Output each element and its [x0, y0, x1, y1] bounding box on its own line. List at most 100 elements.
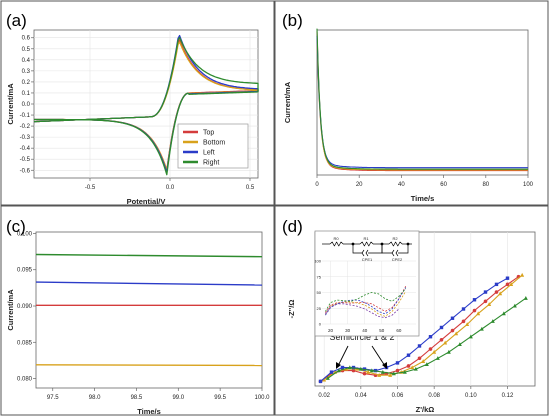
inset-line-top [325, 286, 407, 313]
y-tick-label: 0.4 [22, 58, 31, 64]
inset-x-tick-label: 50 [379, 328, 385, 333]
nyquist-point-bottom [520, 272, 525, 277]
panel-b-label: (b) [282, 11, 303, 30]
nyquist-point-right [457, 342, 462, 347]
circuit-label-r0: R0 [333, 236, 339, 241]
panel-c-label: (c) [6, 217, 26, 236]
chart-a: -0.5 0.0 0.5 -0.6 -0.5 -0.4 -0.3 -0.2 -0.1 0.0 0.1… [6, 29, 259, 206]
nyquist-point-bottom [322, 377, 327, 382]
nyquist-point-right [435, 356, 440, 360]
nyquist-point-right [501, 311, 506, 316]
plot-area [35, 231, 263, 389]
nyquist-point-top [406, 364, 411, 368]
y-tick-label: 0.085 [17, 340, 33, 346]
y-tick-label: -0.5 [20, 157, 31, 163]
circuit-cpe1 [361, 249, 365, 257]
x-tick-label: 60 [440, 182, 447, 188]
y-tick-label: 0.6 [22, 36, 31, 42]
x-tick-label: 0.08 [428, 393, 440, 399]
inset-x-tick-label: 40 [362, 328, 368, 333]
nyquist-point-left [494, 282, 499, 287]
nyquist-point-left [472, 298, 477, 302]
nyquist-point-top [428, 347, 433, 351]
circuit-cpe1-b [365, 249, 369, 257]
nyquist-point-bottom [366, 369, 371, 374]
circuit-wire [398, 244, 409, 254]
annotation-arrowhead-2 [382, 362, 387, 369]
current-line-right [35, 253, 263, 258]
y-axis-label: Current/mA [6, 83, 15, 125]
legend-label: Right [203, 160, 219, 167]
inset-line-extra [325, 303, 400, 319]
x-tick-label: 0.02 [318, 393, 330, 399]
x-tick-label: 0.0 [166, 185, 175, 191]
equivalent-circuit: R0 R1 R2 CPE1 CPE2 [322, 236, 412, 262]
ca-line-bottom [316, 38, 528, 171]
circuit-label-r2: R2 [392, 236, 398, 241]
nyquist-point-left [450, 316, 455, 320]
x-tick-label: 0.06 [392, 393, 404, 399]
nyquist-point-top [505, 282, 510, 287]
nyquist-point-bottom [443, 340, 448, 345]
circuit-cpe2-b [395, 249, 399, 257]
nyquist-point-bottom [465, 322, 470, 326]
nyquist-point-right [490, 319, 495, 323]
inset-y-tick-label: 25 [317, 306, 322, 311]
nyquist-point-right [468, 334, 473, 339]
annotation-arrow-2 [371, 345, 386, 367]
chart-b: 0 20 40 60 80 100 Time/s Current/mA [283, 28, 534, 203]
current-line-bottom [35, 364, 263, 367]
x-tick-label: 80 [482, 182, 489, 188]
nyquist-point-right [358, 366, 363, 371]
y-tick-label: 0.095 [17, 268, 33, 274]
x-axis-label: Potential/V [127, 197, 166, 206]
x-tick-label: 0.10 [465, 393, 477, 399]
inset-x-tick-label: 20 [328, 328, 334, 333]
legend-label: Left [203, 150, 215, 157]
y-tick-label: 0.3 [22, 69, 31, 75]
nyquist-point-right [402, 369, 407, 374]
y-tick-label: 0.090 [17, 304, 33, 310]
annotation-arrowhead-1 [336, 362, 341, 369]
circuit-wire [381, 244, 392, 254]
y-tick-label: -0.6 [20, 168, 31, 174]
x-tick-label: 100.0 [254, 395, 270, 401]
x-tick-label: 40 [398, 182, 405, 188]
nyquist-point-bottom [509, 282, 514, 286]
legend: Top Bottom Left Right [177, 123, 249, 169]
nyquist-point-top [472, 308, 477, 313]
nyquist-point-top [439, 338, 444, 342]
nyquist-point-left [505, 276, 510, 280]
y-tick-label: 0.0 [22, 102, 31, 108]
nyquist-point-bottom [476, 311, 481, 316]
nyquist-point-right [512, 303, 517, 308]
inset-line-left [325, 287, 407, 316]
nyquist-point-top [395, 368, 400, 373]
inset-frame [314, 230, 420, 337]
nyquist-point-right [325, 376, 330, 380]
nyquist-point-right [413, 366, 418, 371]
legend-label: Bottom [203, 140, 225, 147]
x-tick-label: 98.0 [89, 395, 101, 401]
y-tick-label: 0.1 [22, 91, 31, 97]
nyquist-point-right [336, 368, 341, 373]
nyquist-point-bottom [377, 373, 382, 377]
x-tick-label: 97.5 [47, 395, 59, 401]
nyquist-point-right [347, 365, 352, 370]
nyquist-point-top [450, 328, 455, 333]
inset-x-tick-label: 30 [345, 328, 351, 333]
nyquist-point-top [461, 319, 466, 324]
x-axis-label: Time/s [137, 407, 161, 416]
nyquist-point-left [483, 290, 488, 294]
x-tick-label: 0.5 [246, 185, 255, 191]
nyquist-point-right [446, 349, 451, 354]
inset-x-tick-label: 60 [396, 328, 402, 333]
chart-d: 0.02 0.04 0.06 0.08 0.10 0.12 Z'/kΩ -Z''/Ω Semic… [287, 230, 536, 414]
x-axis-label: Time/s [411, 194, 435, 203]
nyquist-point-bottom [388, 373, 393, 377]
nyquist-point-left [329, 370, 334, 374]
x-tick-label: 0.04 [355, 393, 367, 399]
y-tick-label: 0.5 [22, 47, 31, 53]
x-tick-label: 0 [315, 182, 319, 188]
